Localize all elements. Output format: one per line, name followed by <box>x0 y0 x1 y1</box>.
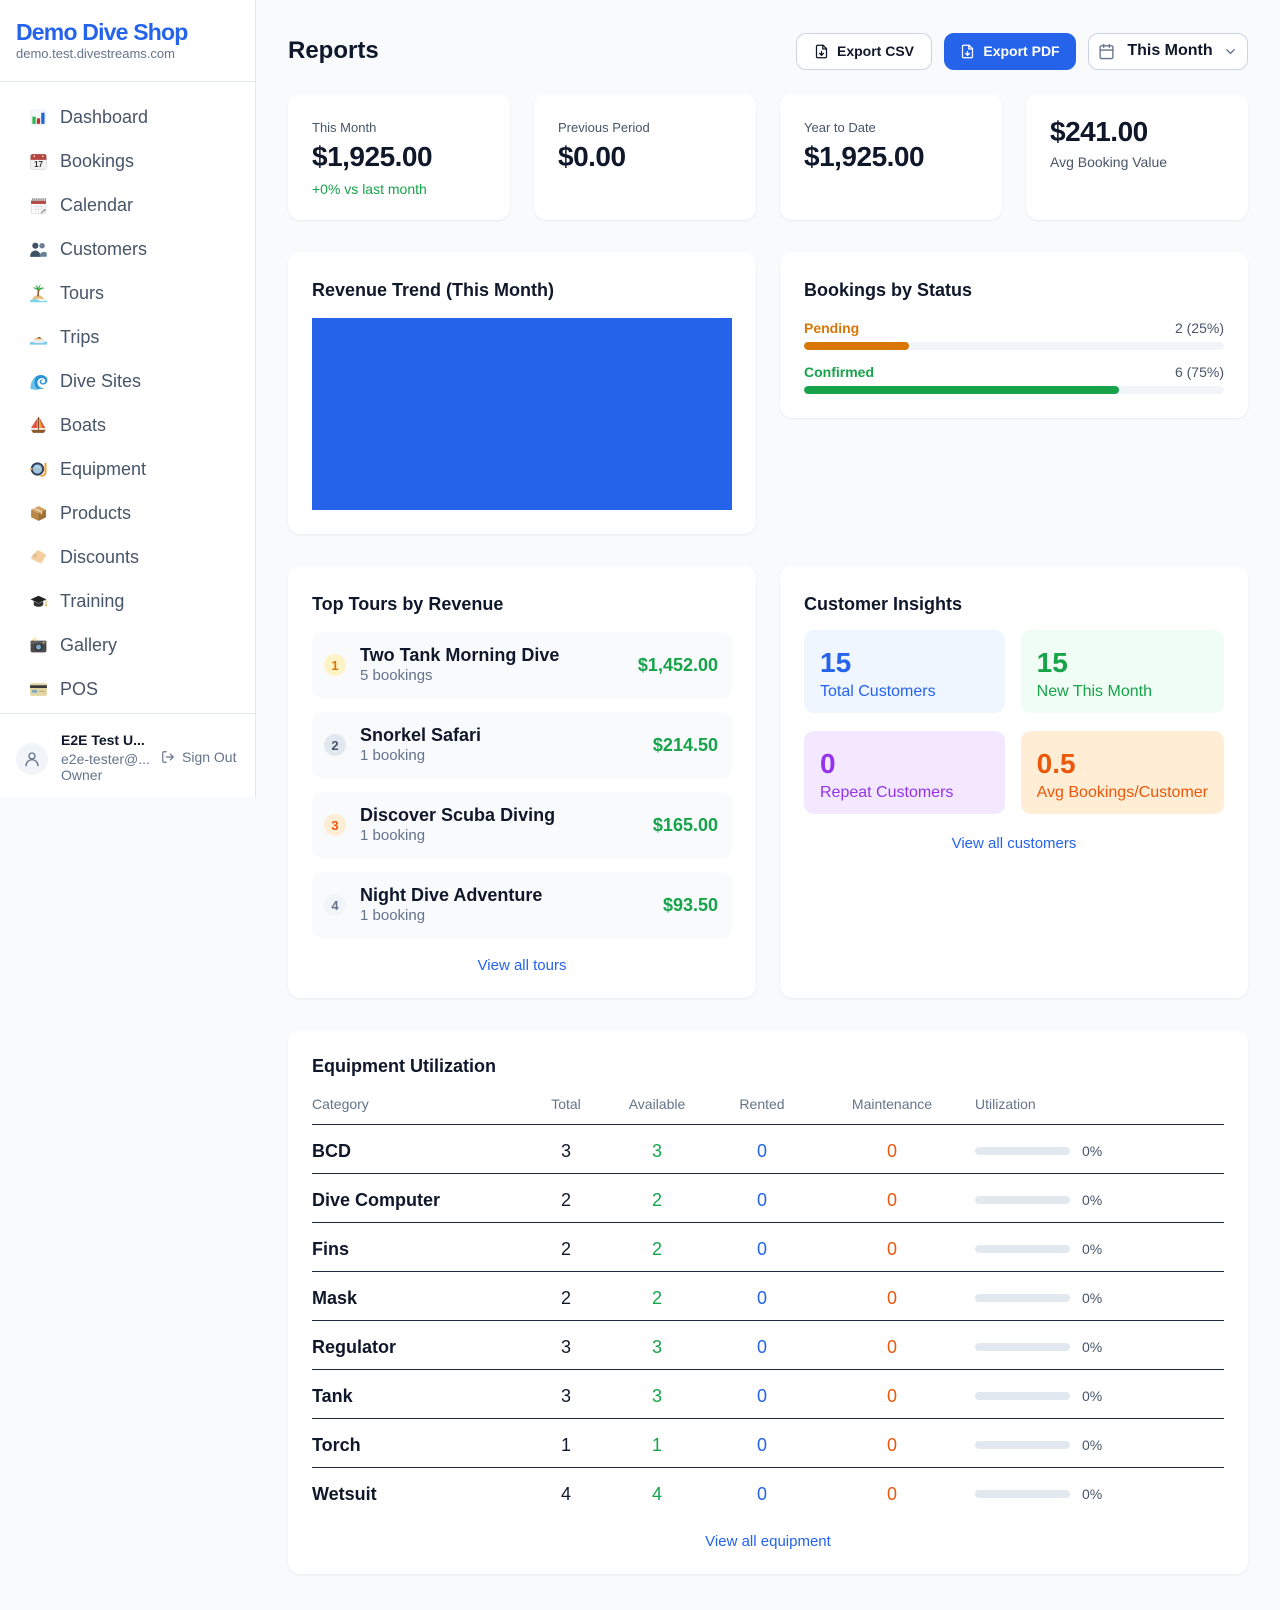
svg-text:17: 17 <box>34 160 43 169</box>
